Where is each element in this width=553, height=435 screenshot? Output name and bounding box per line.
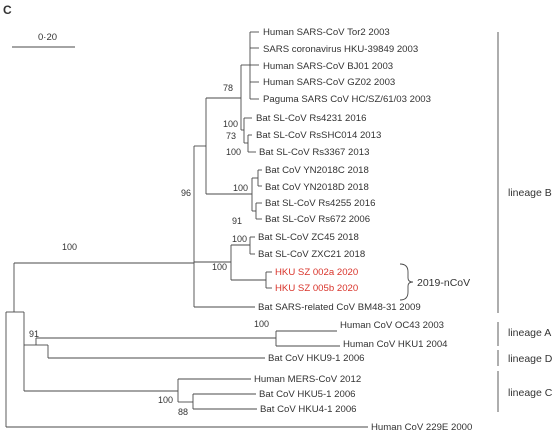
novel-bracket-brace <box>399 263 414 301</box>
support-value: 78 <box>223 83 233 93</box>
leaf-label-yn2018d: Bat CoV YN2018D 2018 <box>265 182 369 193</box>
leaf-label-hku4: Bat CoV HKU4-1 2006 <box>260 404 357 415</box>
leaf-label-hku1: Human CoV HKU1 2004 <box>343 339 448 350</box>
panel-label: C <box>3 3 12 17</box>
support-value: 100 <box>212 262 227 272</box>
leaf-label-yn2018c: Bat CoV YN2018C 2018 <box>265 165 369 176</box>
scale-bar-label: 0·20 <box>38 32 57 43</box>
support-value: 100 <box>233 183 248 193</box>
leaf-label-oc43: Human CoV OC43 2003 <box>340 320 444 331</box>
support-value: 100 <box>232 234 247 244</box>
support-value: 100 <box>226 147 241 157</box>
support-value: 88 <box>178 407 188 417</box>
leaf-label-229e: Human CoV 229E 2000 <box>371 422 472 433</box>
lineage-a-label: lineage A <box>508 327 551 339</box>
leaf-label-sz002a: HKU SZ 002a 2020 <box>275 267 358 278</box>
leaf-label-zc45: Bat SL-CoV ZC45 2018 <box>258 232 359 243</box>
support-value: 91 <box>29 329 39 339</box>
leaf-label-gz02: Human SARS-CoV GZ02 2003 <box>263 77 395 88</box>
leaf-label-zxc21: Bat SL-CoV ZXC21 2018 <box>258 249 365 260</box>
leaf-label-hku5: Bat CoV HKU5-1 2006 <box>259 389 356 400</box>
leaf-label-rs672: Bat SL-CoV Rs672 2006 <box>265 214 370 225</box>
leaf-label-bj01: Human SARS-CoV BJ01 2003 <box>263 61 393 72</box>
leaf-label-hku39849: SARS coronavirus HKU-39849 2003 <box>263 44 418 55</box>
support-value: 96 <box>181 188 191 198</box>
leaf-label-mers: Human MERS-CoV 2012 <box>254 374 361 385</box>
leaf-label-rs3367: Bat SL-CoV Rs3367 2013 <box>259 147 369 158</box>
support-value: 100 <box>158 395 173 405</box>
leaf-label-paguma: Paguma SARS CoV HC/SZ/61/03 2003 <box>263 94 431 105</box>
leaf-label-rs4231: Bat SL-CoV Rs4231 2016 <box>256 113 366 124</box>
leaf-label-bm48: Bat SARS-related CoV BM48-31 2009 <box>258 302 421 313</box>
support-value: 73 <box>226 131 236 141</box>
support-value: 100 <box>223 119 238 129</box>
support-value: 100 <box>254 319 269 329</box>
leaf-label-tor2: Human SARS-CoV Tor2 2003 <box>263 27 390 38</box>
leaf-label-hku9: Bat CoV HKU9-1 2006 <box>268 353 365 364</box>
leaf-label-rsshc014: Bat SL-CoV RsSHC014 2013 <box>256 130 381 141</box>
lineage-b-label: lineage B <box>508 187 552 199</box>
support-value: 91 <box>232 216 242 226</box>
lineage-c-label: lineage C <box>508 387 553 399</box>
lineage-d-label: lineage D <box>508 353 553 365</box>
leaf-label-rs4255: Bat SL-CoV Rs4255 2016 <box>265 198 375 209</box>
leaf-label-sz005b: HKU SZ 005b 2020 <box>275 283 358 294</box>
novel-bracket-label: 2019-nCoV <box>417 277 470 289</box>
support-value: 100 <box>62 242 77 252</box>
